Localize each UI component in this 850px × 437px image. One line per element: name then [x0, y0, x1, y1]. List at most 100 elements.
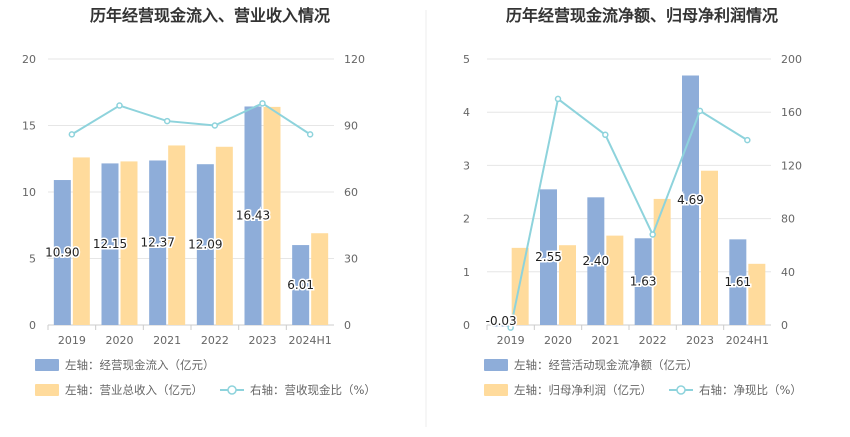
- data-label: 12.15: [93, 237, 127, 251]
- primary-bar: [101, 163, 119, 325]
- x-tick-label: 2022: [639, 334, 667, 347]
- x-tick-label: 2020: [106, 334, 134, 347]
- y-left-tick-label: 10: [22, 186, 36, 199]
- secondary-bar: [559, 245, 576, 325]
- data-label: 1.61: [724, 275, 751, 289]
- y-right-tick-label: 120: [781, 159, 802, 172]
- legend-label: 左轴：经营活动现金流净额（亿元）: [514, 358, 698, 372]
- ratio-point: [602, 131, 609, 139]
- y-right-tick-label: 40: [781, 266, 795, 279]
- data-label: 10.90: [45, 246, 79, 260]
- primary-bar: [587, 197, 605, 325]
- legend-swatch: [35, 359, 59, 371]
- x-tick-label: 2023: [249, 334, 277, 347]
- y-left-tick-label: 20: [22, 53, 36, 66]
- x-tick-label: 2019: [497, 334, 525, 347]
- secondary-bar: [748, 263, 766, 325]
- y-left-tick-label: 15: [22, 120, 36, 133]
- y-right-tick-label: 0: [781, 319, 788, 332]
- y-left-tick-label: 2: [463, 213, 470, 226]
- ratio-point: [649, 231, 656, 238]
- primary-bar: [196, 164, 214, 325]
- secondary-bar: [311, 233, 329, 325]
- ratio-line: [71, 102, 311, 136]
- y-right-tick-label: 160: [781, 106, 802, 119]
- legend-swatch: [35, 384, 59, 396]
- primary-bar: [492, 325, 510, 327]
- data-label: 1.63: [630, 275, 657, 289]
- primary-bar: [53, 180, 71, 325]
- data-label: 6.01: [287, 278, 314, 292]
- secondary-bar: [263, 106, 281, 325]
- y-left-tick-label: 0: [463, 319, 470, 332]
- secondary-bar: [653, 198, 671, 325]
- secondary-bar: [215, 146, 233, 325]
- ratio-point: [259, 100, 266, 107]
- legend-label: 左轴：归母净利润（亿元）: [514, 383, 652, 397]
- y-right-tick-label: 0: [344, 319, 351, 332]
- legend-label: 右轴：营收现金比（%）: [250, 383, 376, 397]
- ratio-point: [211, 122, 219, 129]
- legend-label: 左轴：营业总收入（亿元）: [65, 383, 203, 397]
- primary-bar: [540, 189, 557, 325]
- x-tick-label: 2020: [544, 334, 572, 347]
- data-label: 2.55: [535, 250, 562, 264]
- x-tick-label: 2021: [153, 334, 181, 347]
- secondary-bar: [606, 235, 624, 325]
- legend-line-marker: [676, 385, 686, 395]
- legend-swatch: [484, 359, 508, 371]
- chart-title: 历年经营现金流净额、归母净利润情况: [506, 6, 778, 25]
- x-tick-label: 2023: [686, 334, 714, 347]
- ratio-point: [554, 95, 562, 103]
- legend-swatch: [484, 384, 508, 396]
- data-label: 12.09: [188, 238, 222, 252]
- y-right-tick-label: 30: [344, 253, 358, 266]
- ratio-line: [509, 97, 748, 328]
- data-label: 4.69: [677, 193, 704, 207]
- data-label: 16.43: [236, 209, 270, 223]
- data-label: -0.03: [486, 314, 517, 328]
- y-right-tick-label: 120: [344, 53, 365, 66]
- y-right-tick-label: 60: [344, 186, 358, 199]
- legend-line-marker: [227, 385, 237, 395]
- x-tick-label: 2019: [58, 334, 86, 347]
- ratio-point: [696, 107, 704, 115]
- secondary-bar: [168, 145, 186, 325]
- y-left-tick-label: 1: [463, 266, 470, 279]
- ratio-point: [68, 131, 76, 138]
- y-right-tick-label: 80: [781, 213, 795, 226]
- x-tick-label: 2024H1: [289, 334, 332, 347]
- ratio-point: [306, 131, 314, 138]
- y-right-tick-label: 200: [781, 53, 802, 66]
- y-left-tick-label: 0: [29, 319, 36, 332]
- primary-bar: [244, 106, 262, 325]
- y-left-tick-label: 5: [29, 253, 36, 266]
- chart-title: 历年经营现金流入、营业收入情况: [90, 6, 330, 25]
- data-label: 2.40: [582, 254, 609, 268]
- primary-bar: [292, 245, 310, 325]
- legend-label: 左轴：经营现金流入（亿元）: [65, 358, 215, 372]
- y-right-tick-label: 90: [344, 120, 358, 133]
- primary-bar: [729, 239, 747, 325]
- secondary-bar: [701, 170, 718, 325]
- y-left-tick-label: 3: [463, 159, 470, 172]
- primary-bar: [634, 238, 652, 325]
- x-tick-label: 2024H1: [726, 334, 769, 347]
- chart-1: 历年经营现金流入、营业收入情况 0 5 10 15 20 0 30 60 90 120 2019 202…: [22, 6, 376, 397]
- x-tick-label: 2021: [591, 334, 619, 347]
- legend-label: 右轴：净现比（%）: [699, 383, 802, 397]
- secondary-bar: [72, 157, 90, 325]
- chart-2: 历年经营现金流净额、归母净利润情况 0 1 2 3 4 5 0 40 80 120 160 200 201…: [463, 6, 802, 397]
- primary-bar: [149, 160, 167, 325]
- ratio-point: [116, 102, 123, 109]
- secondary-bar: [120, 161, 138, 325]
- ratio-point: [163, 117, 171, 125]
- ratio-point: [744, 136, 751, 144]
- primary-bar: [682, 75, 699, 325]
- x-tick-label: 2022: [201, 334, 229, 347]
- y-left-tick-label: 4: [463, 106, 470, 119]
- y-left-tick-label: 5: [463, 53, 470, 66]
- ratio-point: [507, 324, 514, 331]
